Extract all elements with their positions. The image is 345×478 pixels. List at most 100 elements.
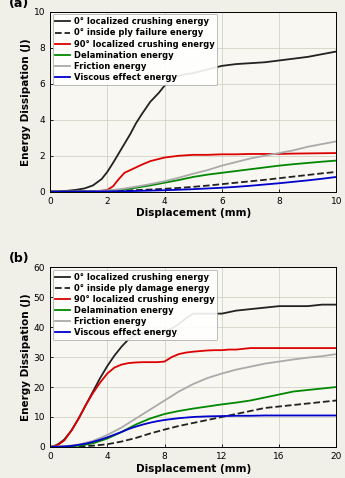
0° localized crushing energy	[99, 176, 104, 182]
Line: Delamination energy: Delamination energy	[50, 387, 336, 447]
90° localized crushing energy	[248, 345, 253, 351]
90° localized crushing energy	[306, 151, 310, 156]
0° localized crushing energy	[277, 58, 281, 64]
90° localized crushing energy	[263, 151, 267, 157]
Delamination energy	[148, 183, 152, 188]
Friction energy	[248, 364, 253, 369]
Viscous effect energy	[291, 413, 295, 418]
Viscous effect energy	[320, 176, 324, 182]
0° localized crushing energy	[112, 353, 117, 358]
Text: (a): (a)	[9, 0, 29, 10]
0° inside ply damage energy	[277, 403, 281, 409]
90° localized crushing energy	[69, 428, 73, 434]
Delamination energy	[277, 391, 281, 397]
0° inside ply damage energy	[306, 401, 310, 406]
Viscous effect energy	[62, 189, 66, 195]
0° localized crushing energy	[120, 344, 124, 349]
Delamination energy	[320, 159, 324, 164]
Viscous effect energy	[306, 413, 310, 418]
Friction energy	[120, 186, 124, 192]
90° localized crushing energy	[117, 176, 121, 182]
90° localized crushing energy	[162, 358, 167, 364]
Line: 0° localized crushing energy: 0° localized crushing energy	[50, 304, 336, 447]
Delamination energy	[162, 411, 167, 417]
0° inside ply failure energy	[206, 183, 210, 188]
0° inside ply failure energy	[263, 177, 267, 183]
0° localized crushing energy	[184, 315, 188, 321]
Friction energy	[191, 171, 195, 176]
Viscous effect energy	[105, 188, 109, 194]
Viscous effect energy	[220, 185, 224, 191]
Line: Viscous effect energy: Viscous effect energy	[50, 177, 336, 192]
0° localized crushing energy	[77, 415, 81, 421]
Friction energy	[134, 184, 138, 190]
X-axis label: Displacement (mm): Displacement (mm)	[136, 464, 251, 474]
0° localized crushing energy	[148, 329, 152, 335]
Delamination energy	[206, 172, 210, 177]
Delamination energy	[234, 400, 238, 405]
0° inside ply failure energy	[120, 188, 124, 194]
0° localized crushing energy	[98, 375, 102, 381]
90° localized crushing energy	[320, 151, 324, 156]
Viscous effect energy	[220, 413, 224, 419]
Viscous effect energy	[248, 413, 253, 419]
90° localized crushing energy	[234, 152, 238, 157]
90° localized crushing energy	[206, 152, 210, 158]
0° inside ply damage energy	[334, 398, 338, 403]
Delamination energy	[134, 422, 138, 427]
0° inside ply failure energy	[77, 189, 81, 195]
90° localized crushing energy	[77, 415, 81, 421]
Viscous effect energy	[177, 415, 181, 421]
0° localized crushing energy	[277, 303, 281, 309]
0° inside ply failure energy	[148, 187, 152, 193]
90° localized crushing energy	[62, 189, 66, 195]
0° inside ply failure energy	[191, 184, 195, 190]
Friction energy	[334, 351, 338, 357]
0° localized crushing energy	[62, 436, 66, 442]
0° inside ply damage energy	[120, 439, 124, 445]
Viscous effect energy	[127, 426, 131, 432]
90° localized crushing energy	[213, 348, 217, 353]
Line: Friction energy: Friction energy	[50, 354, 336, 447]
90° localized crushing energy	[191, 152, 195, 158]
Viscous effect energy	[206, 413, 210, 419]
0° inside ply failure energy	[91, 188, 95, 194]
0° localized crushing energy	[248, 306, 253, 312]
0° localized crushing energy	[91, 389, 95, 394]
0° localized crushing energy	[57, 441, 61, 447]
90° localized crushing energy	[127, 360, 131, 366]
Friction energy	[77, 189, 81, 195]
0° inside ply damage energy	[320, 399, 324, 405]
Viscous effect energy	[320, 413, 324, 418]
Viscous effect energy	[263, 182, 267, 187]
Legend: 0° localized crushing energy, 0° inside ply damage energy, 90° localized crushin: 0° localized crushing energy, 0° inside …	[52, 270, 217, 340]
Friction energy	[105, 187, 109, 193]
Delamination energy	[48, 444, 52, 450]
Line: Delamination energy: Delamination energy	[50, 161, 336, 192]
Friction energy	[220, 163, 224, 169]
90° localized crushing energy	[170, 354, 174, 360]
0° localized crushing energy	[263, 59, 267, 65]
90° localized crushing energy	[277, 345, 281, 351]
0° inside ply failure energy	[234, 180, 238, 185]
90° localized crushing energy	[177, 153, 181, 159]
90° localized crushing energy	[191, 349, 195, 355]
0° localized crushing energy	[48, 189, 52, 195]
90° localized crushing energy	[206, 348, 210, 353]
90° localized crushing energy	[248, 151, 253, 157]
Friction energy	[334, 139, 338, 144]
0° localized crushing energy	[52, 443, 56, 449]
0° localized crushing energy	[157, 90, 161, 96]
Viscous effect energy	[334, 413, 338, 418]
Delamination energy	[62, 189, 66, 195]
0° inside ply failure energy	[134, 187, 138, 193]
Viscous effect energy	[291, 179, 295, 185]
Friction energy	[91, 188, 95, 194]
90° localized crushing energy	[277, 151, 281, 157]
Line: 0° inside ply failure energy: 0° inside ply failure energy	[50, 172, 336, 192]
0° localized crushing energy	[306, 54, 310, 60]
Friction energy	[148, 407, 152, 413]
90° localized crushing energy	[48, 444, 52, 450]
0° inside ply damage energy	[191, 420, 195, 426]
90° localized crushing energy	[291, 345, 295, 351]
